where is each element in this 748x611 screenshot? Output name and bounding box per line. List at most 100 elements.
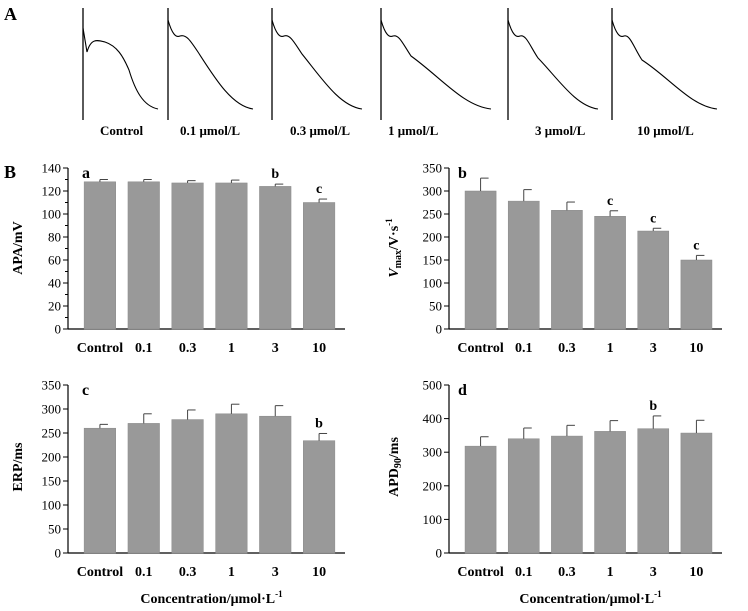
category-label: 3 <box>650 341 657 356</box>
category-label: Control <box>77 341 124 356</box>
trace-0: Control <box>82 8 159 138</box>
trace-waveform <box>507 19 599 110</box>
category-label: 10 <box>689 341 703 356</box>
y-tick-label: 0 <box>55 546 62 561</box>
bar <box>637 428 670 554</box>
y-tick-label: 300 <box>423 445 443 460</box>
category-label: 3 <box>272 341 279 356</box>
category-label: Control <box>457 565 504 580</box>
y-tick-label: 40 <box>48 276 61 291</box>
y-tick-label: 300 <box>42 402 62 417</box>
y-tick-label: 20 <box>48 299 61 314</box>
trace-label: 1 μmol/L <box>388 123 439 138</box>
category-label: 1 <box>607 341 614 356</box>
category-label: 0.3 <box>179 341 197 356</box>
trace-1: 0.1 μmol/L <box>167 8 254 138</box>
bar <box>303 202 336 330</box>
category-label: 0.1 <box>135 565 153 580</box>
y-tick-label: 150 <box>423 253 443 268</box>
significance-label: c <box>693 238 699 253</box>
panel-letter: d <box>458 382 467 399</box>
bar <box>171 182 204 330</box>
bar <box>83 427 116 554</box>
category-label: 3 <box>650 565 657 580</box>
category-label: 0.1 <box>515 565 533 580</box>
trace-3: 1 μmol/L <box>380 8 492 138</box>
trace-waveform <box>167 19 254 110</box>
category-label: 0.3 <box>558 565 576 580</box>
trace-label: 0.1 μmol/L <box>180 123 240 138</box>
trace-waveform <box>82 27 159 110</box>
bar <box>464 445 497 554</box>
bar <box>83 181 116 330</box>
y-axis-label: ERP/ms <box>11 442 26 492</box>
y-axis-label: APD90/ms <box>387 437 404 497</box>
y-tick-label: 100 <box>423 512 443 527</box>
y-axis-label: Vmax/V·s-1 <box>384 218 404 278</box>
bar <box>303 440 336 554</box>
trace-waveform <box>271 19 363 110</box>
bar <box>171 419 204 554</box>
significance-label: b <box>649 399 657 414</box>
trace-label: 0.3 μmol/L <box>290 123 350 138</box>
bar <box>507 200 540 330</box>
y-tick-label: 120 <box>42 184 62 199</box>
significance-label: c <box>607 194 613 209</box>
bar <box>259 415 292 554</box>
y-tick-label: 50 <box>429 299 442 314</box>
bar <box>215 182 248 330</box>
bar <box>507 438 540 554</box>
category-label: 1 <box>607 565 614 580</box>
trace-label: 10 μmol/L <box>637 123 694 138</box>
trace-waveform <box>611 19 718 110</box>
chart-erp: 0 50 100 150 200 250 300 350 Control 0.1 0.3 1 3 b 10 c… <box>11 378 345 607</box>
y-tick-label: 80 <box>48 230 61 245</box>
significance-label: c <box>316 182 322 197</box>
category-label: 1 <box>228 341 235 356</box>
y-tick-label: 400 <box>423 411 443 426</box>
x-axis-label: Concentration/μmol·L-1 <box>519 589 662 607</box>
category-label: 0.3 <box>558 341 576 356</box>
category-label: Control <box>77 565 124 580</box>
bar <box>551 210 583 330</box>
panel-a-label: A <box>4 4 17 24</box>
y-axis-label: APA/mV <box>11 221 26 274</box>
category-label: Control <box>457 341 504 356</box>
y-tick-label: 150 <box>42 474 62 489</box>
significance-label: b <box>315 416 323 431</box>
y-tick-label: 250 <box>423 207 443 222</box>
trace-label: Control <box>100 123 143 138</box>
trace-waveform <box>380 19 492 110</box>
category-label: 1 <box>228 565 235 580</box>
bar <box>127 423 160 554</box>
bar <box>551 435 583 554</box>
panel-b-label: B <box>4 162 16 182</box>
y-tick-label: 500 <box>423 378 443 393</box>
bar <box>637 230 670 330</box>
y-tick-label: 200 <box>423 478 443 493</box>
significance-label: c <box>650 211 656 226</box>
y-tick-label: 100 <box>423 276 443 291</box>
panel-letter: b <box>458 165 467 182</box>
bar <box>127 181 160 330</box>
trace-2: 0.3 μmol/L <box>271 8 363 138</box>
y-tick-label: 200 <box>42 450 62 465</box>
chart-apa: 0 20 40 60 80 100 120 140 Control 0.1 0.3 1 b 3 c 10 a AP… <box>11 161 345 356</box>
category-label: 0.3 <box>179 565 197 580</box>
bar <box>594 431 626 554</box>
bar <box>259 186 292 330</box>
y-tick-label: 350 <box>423 161 443 176</box>
y-tick-label: 0 <box>436 322 443 337</box>
trace-label: 3 μmol/L <box>535 123 586 138</box>
y-tick-label: 350 <box>42 378 62 393</box>
y-tick-label: 100 <box>42 207 62 222</box>
y-tick-label: 50 <box>48 522 61 537</box>
trace-4: 3 μmol/L <box>507 8 599 138</box>
category-label: 10 <box>312 565 326 580</box>
category-label: 3 <box>272 565 279 580</box>
category-label: 10 <box>312 341 326 356</box>
y-tick-label: 0 <box>55 322 62 337</box>
y-tick-label: 100 <box>42 498 62 513</box>
bar <box>594 216 626 330</box>
